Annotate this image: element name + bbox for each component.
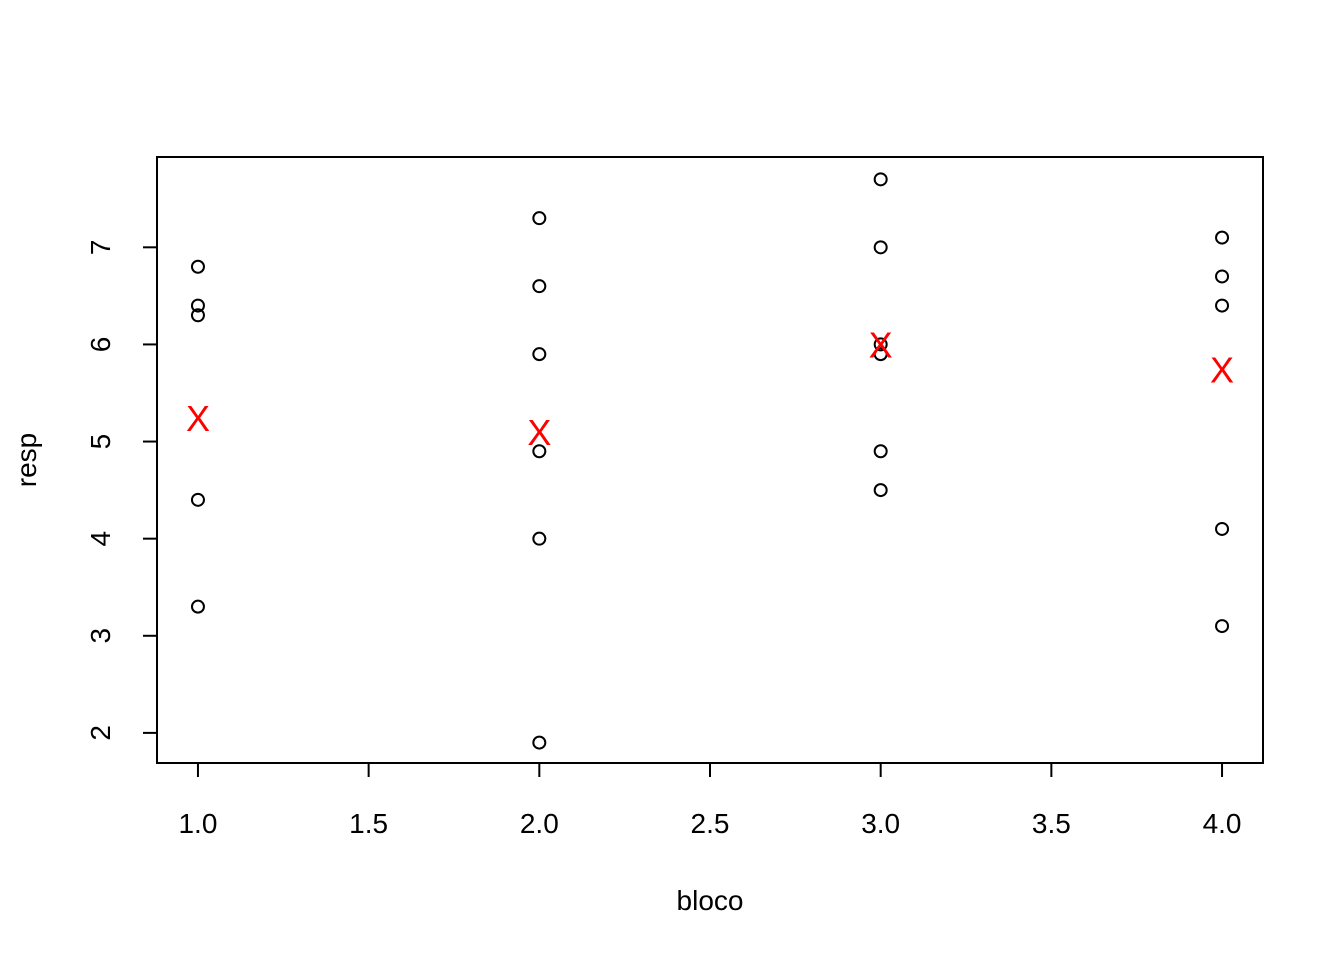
data-point	[190, 308, 205, 323]
y-axis-label: resp	[11, 433, 42, 487]
data-point	[532, 211, 547, 226]
x-axis: 1.0 1.5 2.0 2.5 3.0 3.5 4.0	[178, 762, 1242, 839]
data-point	[873, 444, 888, 459]
data-point	[873, 483, 888, 498]
data-point	[532, 444, 547, 459]
data-points: X X X X	[186, 172, 1234, 750]
data-point	[873, 347, 888, 362]
x-tick-label: 3.0	[861, 808, 900, 839]
data-point	[1215, 298, 1230, 313]
y-tick-label: 5	[85, 434, 116, 450]
data-point	[873, 337, 888, 352]
data-point	[532, 735, 547, 750]
data-point	[190, 259, 205, 274]
mean-marker: X	[527, 412, 551, 453]
data-point	[873, 172, 888, 187]
data-point	[532, 279, 547, 294]
y-tick-label: 2	[85, 725, 116, 741]
y-tick-label: 7	[85, 240, 116, 256]
mean-marker: X	[1210, 350, 1234, 391]
data-point	[532, 347, 547, 362]
data-point	[190, 599, 205, 614]
x-tick-label: 1.5	[349, 808, 388, 839]
data-point	[873, 240, 888, 255]
x-tick-label: 2.5	[691, 808, 730, 839]
y-tick-label: 6	[85, 337, 116, 353]
y-tick-label: 4	[85, 531, 116, 547]
x-tick-label: 1.0	[178, 808, 217, 839]
x-axis-label: bloco	[677, 885, 744, 916]
data-point	[532, 531, 547, 546]
x-tick-label: 2.0	[520, 808, 559, 839]
data-point	[190, 298, 205, 313]
data-point	[1215, 269, 1230, 284]
y-tick-label: 3	[85, 628, 116, 644]
y-axis: 2 3 4 5 6 7	[85, 240, 158, 741]
data-point	[1215, 230, 1230, 245]
data-point	[190, 492, 205, 507]
x-tick-label: 3.5	[1032, 808, 1071, 839]
mean-marker: X	[869, 324, 893, 365]
data-point	[1215, 619, 1230, 634]
mean-marker: X	[186, 398, 210, 439]
x-tick-label: 4.0	[1203, 808, 1242, 839]
data-point	[1215, 521, 1230, 536]
